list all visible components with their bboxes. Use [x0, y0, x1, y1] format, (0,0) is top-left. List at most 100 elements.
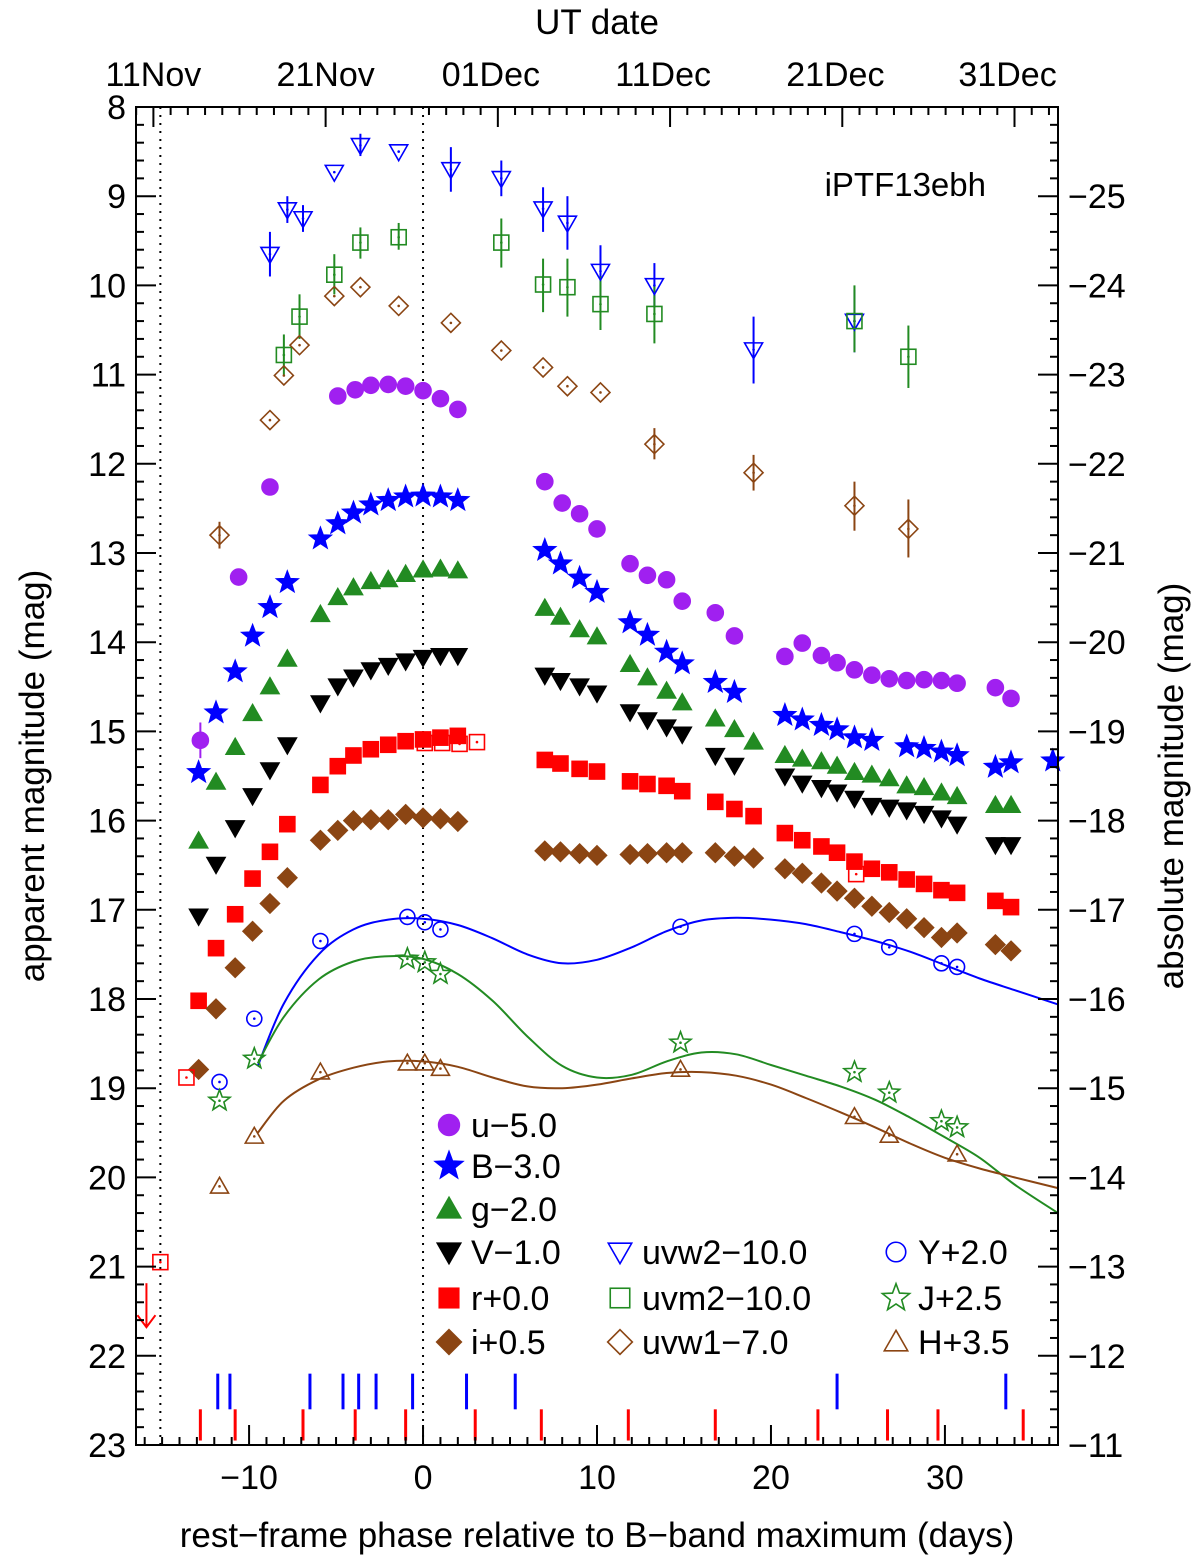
y2-tick-label: −18 — [1068, 803, 1126, 841]
data-point — [811, 780, 832, 799]
extra-data-point-1 — [178, 1069, 195, 1086]
data-point — [898, 871, 915, 888]
data-point — [880, 938, 898, 956]
data-point — [828, 844, 846, 862]
data-point — [826, 880, 848, 902]
data-point — [323, 164, 345, 183]
data-point — [242, 702, 263, 722]
data-point — [445, 487, 471, 512]
series-10 — [206, 945, 970, 1139]
y2-tick-label: −22 — [1068, 446, 1126, 484]
data-point — [207, 939, 225, 957]
data-point — [619, 704, 641, 723]
data-point — [723, 845, 746, 867]
data-point — [569, 619, 590, 638]
y-tick-label: 8 — [107, 89, 126, 127]
top-date-label: 21Nov — [276, 56, 374, 94]
data-point — [395, 653, 417, 672]
extra-data-point-6 — [847, 865, 865, 883]
data-point — [646, 305, 663, 323]
data-point — [742, 462, 765, 484]
data-point — [1000, 794, 1022, 813]
data-point — [844, 1106, 865, 1125]
data-point — [987, 892, 1004, 910]
data-point — [224, 736, 246, 756]
data-point — [427, 483, 454, 508]
data-point-center-dot — [439, 928, 442, 931]
x-tick-label: 30 — [926, 1459, 964, 1497]
data-point-center-dot — [955, 1126, 959, 1129]
data-point — [569, 678, 590, 697]
data-point — [844, 790, 865, 809]
data-point-center-dot — [566, 384, 569, 388]
data-point — [291, 308, 308, 325]
data-point — [396, 377, 415, 395]
data-point-center-dot — [853, 932, 856, 936]
data-point — [841, 724, 868, 749]
data-point — [619, 653, 641, 673]
legend-label: i+0.5 — [471, 1324, 546, 1362]
data-point — [724, 719, 745, 738]
data-point — [327, 678, 349, 697]
data-point — [638, 566, 657, 585]
data-point — [658, 777, 675, 795]
data-point-center-dot — [333, 294, 336, 298]
data-point — [843, 887, 866, 909]
data-point — [377, 657, 399, 677]
data-point — [323, 285, 345, 307]
data-point — [447, 560, 469, 579]
data-point — [617, 609, 643, 634]
data-point — [203, 699, 229, 724]
data-point — [846, 925, 863, 943]
data-point — [643, 433, 666, 455]
extra-data-point-2 — [416, 734, 434, 752]
data-point — [229, 568, 248, 586]
data-point — [412, 949, 438, 974]
legend-label: B−3.0 — [471, 1148, 561, 1186]
data-point — [342, 809, 365, 832]
legend-entry-8: uvw1−7.0 — [606, 1324, 789, 1362]
data-point-center-dot — [653, 312, 656, 316]
data-point — [427, 960, 454, 985]
data-point — [490, 339, 512, 362]
data-point — [812, 646, 831, 665]
data-point — [948, 674, 966, 693]
data-point — [896, 908, 918, 930]
data-point — [811, 751, 832, 770]
series-6 — [259, 137, 865, 361]
data-point-center-dot — [268, 418, 272, 422]
data-point-center-dot — [679, 1068, 682, 1071]
data-point — [946, 1143, 968, 1162]
data-point-center-dot — [449, 168, 453, 171]
data-point — [933, 881, 950, 899]
data-point — [932, 671, 951, 690]
data-point — [644, 277, 665, 297]
data-point — [244, 870, 261, 887]
data-point — [774, 858, 796, 880]
legend-label: uvm2−10.0 — [642, 1280, 811, 1318]
extra-data-point-5 — [468, 733, 486, 751]
data-point — [276, 867, 298, 889]
data-point — [637, 712, 658, 731]
data-point — [791, 862, 813, 884]
data-point — [824, 716, 850, 741]
legend-marker — [435, 1328, 463, 1356]
y2-tick-label: −14 — [1068, 1159, 1126, 1197]
data-point-center-dot — [406, 1061, 409, 1065]
series-7 — [275, 228, 917, 366]
data-point-center-dot — [333, 273, 336, 276]
x-tick-label: 20 — [752, 1459, 790, 1497]
data-point — [706, 603, 725, 622]
y-tick-label: 14 — [88, 624, 126, 662]
data-point — [395, 563, 417, 582]
data-point — [328, 387, 347, 405]
data-point — [846, 853, 863, 870]
y-tick-label: 12 — [88, 446, 126, 484]
data-point-center-dot — [406, 915, 409, 919]
legend-marker — [433, 1149, 465, 1180]
data-point — [241, 920, 264, 942]
template-curve-1 — [256, 954, 1059, 1214]
data-point-center-dot — [359, 144, 362, 147]
top-date-label: 21Dec — [786, 56, 884, 94]
data-point — [377, 809, 399, 831]
